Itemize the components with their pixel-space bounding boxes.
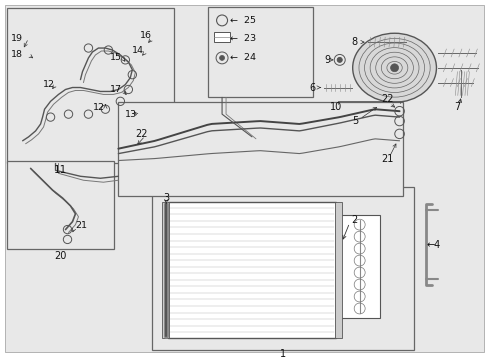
Text: 19: 19: [11, 34, 22, 43]
Text: 21: 21: [75, 221, 87, 230]
Text: ←4: ←4: [426, 240, 440, 250]
Text: 6: 6: [309, 82, 315, 93]
Text: 12: 12: [92, 103, 104, 112]
Bar: [339, 215, 379, 318]
Circle shape: [219, 55, 224, 60]
Text: 1: 1: [279, 349, 285, 359]
Bar: [7, 8, 174, 163]
Bar: [334, 202, 341, 338]
Text: 13: 13: [125, 110, 137, 119]
Text: ←  24: ← 24: [229, 53, 256, 62]
Text: 8: 8: [351, 37, 357, 47]
Ellipse shape: [352, 33, 436, 102]
Text: 16: 16: [140, 31, 152, 40]
Text: 12: 12: [42, 80, 55, 89]
Text: 18: 18: [11, 50, 22, 59]
Bar: [118, 102, 402, 196]
Bar: [208, 6, 312, 97]
Text: 10: 10: [329, 102, 341, 112]
Text: 3: 3: [163, 193, 169, 203]
Text: 20: 20: [54, 251, 66, 261]
Text: 15: 15: [110, 53, 122, 62]
Text: 9: 9: [324, 55, 330, 65]
Bar: [168, 202, 335, 338]
Text: 21: 21: [381, 153, 393, 163]
Circle shape: [390, 64, 398, 72]
Text: 14: 14: [132, 45, 144, 54]
Text: 7: 7: [453, 102, 460, 112]
Bar: [162, 202, 169, 338]
Text: ←  25: ← 25: [229, 16, 256, 25]
Bar: [214, 32, 229, 42]
Text: 22: 22: [381, 94, 393, 104]
Text: 22: 22: [135, 129, 147, 139]
Text: 5: 5: [351, 116, 357, 126]
Text: ←  23: ← 23: [229, 34, 256, 43]
Text: 11: 11: [54, 165, 67, 175]
Circle shape: [337, 57, 342, 62]
Text: 17: 17: [110, 85, 122, 94]
Bar: [7, 161, 114, 249]
Bar: [152, 187, 413, 350]
Text: 2: 2: [351, 215, 357, 225]
